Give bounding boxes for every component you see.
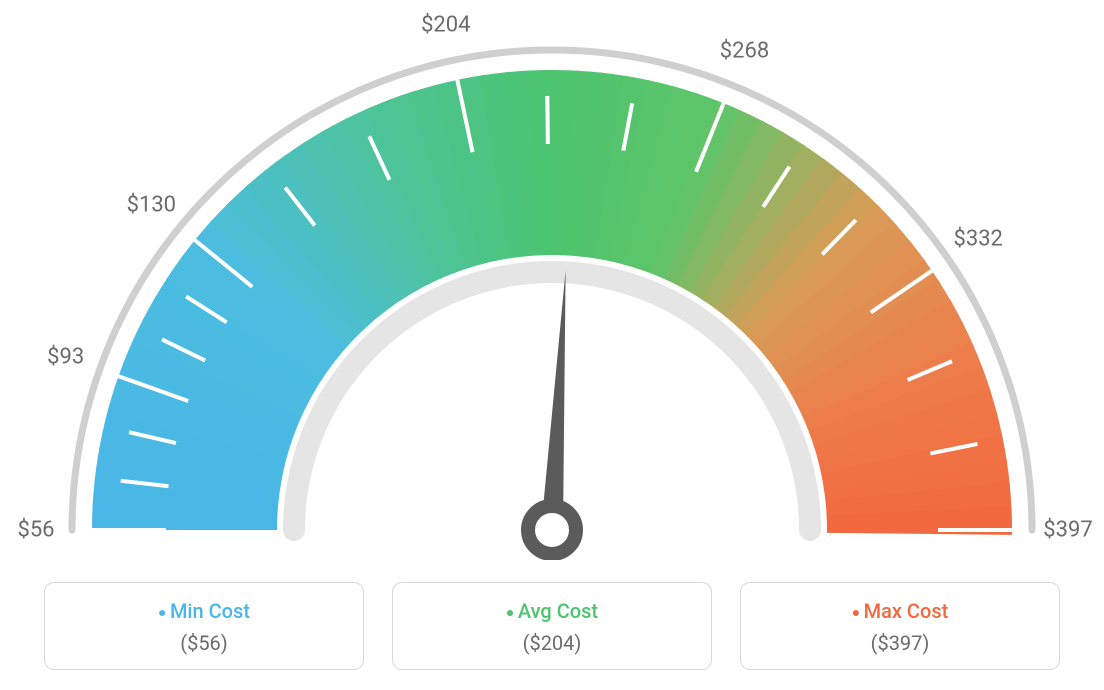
legend-card-avg: Avg Cost ($204) xyxy=(392,582,712,670)
gauge-tick-label: $397 xyxy=(1043,518,1092,543)
gauge-tick-label: $332 xyxy=(953,227,1002,252)
legend-value-min: ($56) xyxy=(45,631,363,655)
gauge-tick-label: $130 xyxy=(127,192,176,217)
gauge-tick-label: $268 xyxy=(720,39,769,64)
legend-value-avg: ($204) xyxy=(393,631,711,655)
legend-card-max: Max Cost ($397) xyxy=(740,582,1060,670)
legend-row: Min Cost ($56) Avg Cost ($204) Max Cost … xyxy=(0,582,1104,670)
legend-card-min: Min Cost ($56) xyxy=(44,582,364,670)
legend-value-max: ($397) xyxy=(741,631,1059,655)
legend-title-avg: Avg Cost xyxy=(393,599,711,623)
legend-title-max: Max Cost xyxy=(741,599,1059,623)
gauge-chart: $56 $93 $130 $204 $268 $332 $397 xyxy=(0,0,1104,560)
gauge-tick-label: $56 xyxy=(17,518,54,543)
gauge-svg xyxy=(0,0,1104,560)
gauge-tick-label: $93 xyxy=(47,345,84,370)
legend-title-min: Min Cost xyxy=(45,599,363,623)
gauge-tick-label: $204 xyxy=(421,13,470,38)
